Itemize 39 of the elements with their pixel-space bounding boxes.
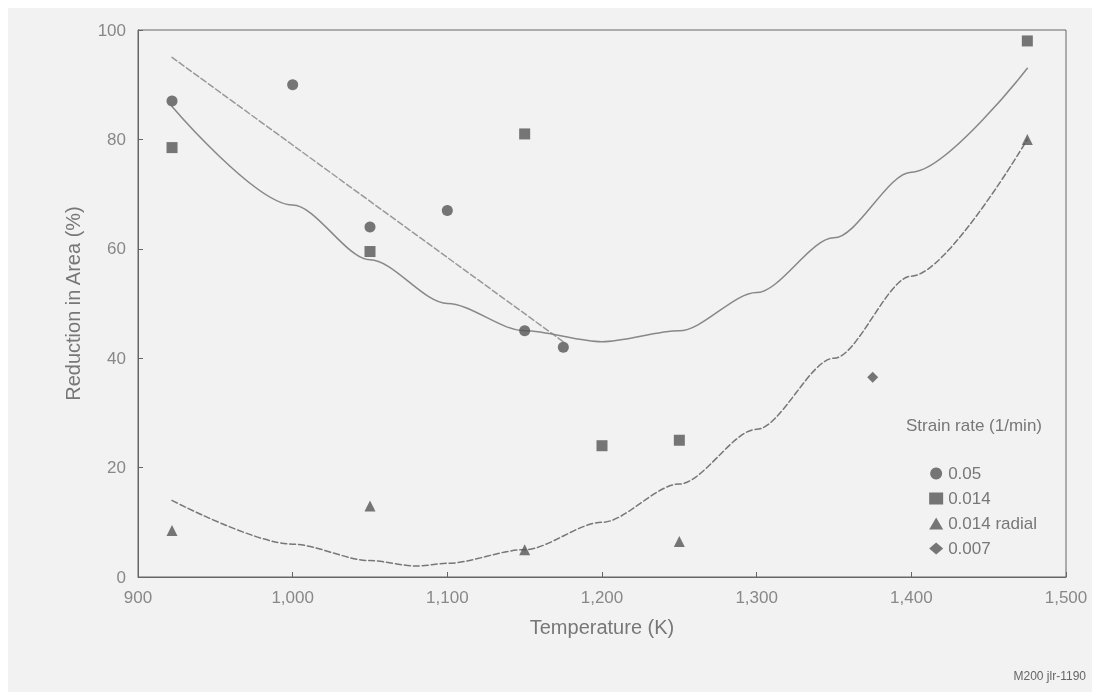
point bbox=[166, 95, 178, 107]
legend-label: 0.007 bbox=[948, 539, 991, 558]
point bbox=[1021, 35, 1033, 47]
point bbox=[673, 535, 685, 547]
x-tick-label: 1,400 bbox=[890, 588, 933, 607]
point bbox=[287, 79, 299, 91]
x-tick-label: 1,000 bbox=[271, 588, 314, 607]
x-tick-label: 900 bbox=[123, 588, 153, 607]
point bbox=[519, 325, 531, 337]
y-axis-title: Reduction in Area (%) bbox=[62, 206, 84, 401]
point bbox=[867, 371, 879, 383]
point bbox=[364, 500, 376, 512]
y-tick-label: 80 bbox=[107, 129, 126, 149]
x-tick-label: 1,300 bbox=[735, 588, 778, 607]
y-tick-label: 100 bbox=[97, 20, 126, 40]
y-tick-label: 60 bbox=[107, 239, 126, 259]
point bbox=[441, 205, 453, 217]
y-tick-label: 0 bbox=[116, 567, 126, 587]
point bbox=[1021, 133, 1033, 145]
x-tick-label: 1,500 bbox=[1044, 588, 1088, 607]
x-tick-label: 1,100 bbox=[426, 588, 469, 607]
legend-title: Strain rate (1/min) bbox=[905, 416, 1043, 435]
y-tick-label: 20 bbox=[107, 458, 126, 478]
y-tick-label: 40 bbox=[107, 348, 126, 368]
point bbox=[519, 128, 531, 140]
point bbox=[519, 544, 531, 556]
legend-label: 0.05 bbox=[948, 464, 982, 483]
point bbox=[557, 341, 569, 353]
point bbox=[166, 142, 178, 154]
point bbox=[364, 246, 376, 258]
point bbox=[673, 434, 685, 446]
point bbox=[596, 440, 608, 452]
point bbox=[166, 525, 178, 537]
legend-label: 0.014 bbox=[948, 489, 991, 508]
text: M200 jlr-1190 bbox=[1013, 669, 1087, 683]
x-tick-label: 1,200 bbox=[580, 588, 624, 607]
legend-label: 0.014 radial bbox=[948, 514, 1037, 533]
point bbox=[364, 221, 376, 233]
x-axis-title: Temperature (K) bbox=[529, 616, 675, 638]
